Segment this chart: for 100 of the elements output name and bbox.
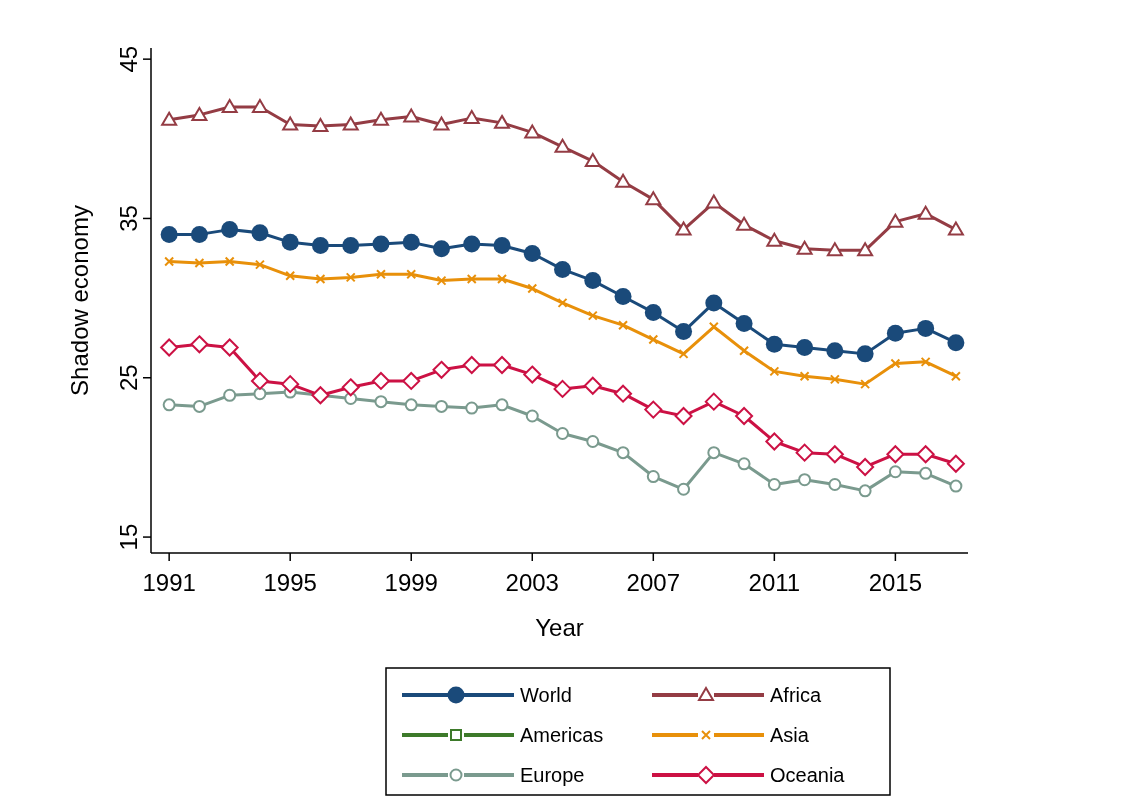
point (890, 358, 901, 369)
point (466, 273, 477, 284)
point (554, 260, 572, 278)
point (704, 392, 723, 411)
point (251, 224, 269, 242)
point (494, 114, 511, 129)
legend-label: Europe (520, 764, 585, 786)
point (707, 446, 721, 460)
point (402, 371, 421, 390)
point (342, 116, 359, 131)
point (675, 323, 693, 341)
point (917, 319, 935, 337)
point (737, 457, 751, 471)
point (678, 348, 689, 359)
point (433, 116, 450, 131)
point (527, 283, 538, 294)
point (708, 321, 719, 332)
point (584, 272, 602, 290)
point (190, 225, 208, 243)
point (315, 273, 326, 284)
point (497, 273, 508, 284)
point (524, 124, 541, 139)
point (917, 205, 934, 220)
point (463, 235, 481, 253)
point (888, 465, 902, 479)
point (644, 400, 663, 419)
point (646, 470, 660, 484)
point (616, 446, 630, 460)
point (858, 484, 872, 498)
point (644, 303, 662, 321)
point (191, 106, 208, 121)
point (375, 269, 386, 280)
legend-label: Oceania (770, 764, 846, 786)
point (406, 269, 417, 280)
x-axis-title: Year (535, 614, 584, 641)
x-tick-label: 2011 (748, 569, 801, 596)
point (587, 310, 598, 321)
point (614, 384, 633, 403)
point (161, 111, 178, 126)
point (735, 315, 753, 333)
x-tick-label: 1995 (263, 569, 317, 596)
point (432, 360, 451, 379)
point (160, 338, 179, 357)
point (705, 294, 723, 312)
point (886, 445, 905, 464)
point (553, 379, 572, 398)
point (285, 270, 296, 281)
y-tick-label: 15 (115, 523, 142, 551)
point (281, 375, 300, 394)
point (825, 445, 844, 464)
point (735, 407, 754, 425)
y-tick-label: 45 (115, 45, 142, 73)
point (253, 387, 267, 401)
point (919, 466, 933, 480)
point (282, 116, 299, 131)
point (462, 356, 481, 375)
point (556, 427, 570, 441)
point (798, 473, 812, 487)
x-tick-label: 2015 (868, 569, 923, 596)
point (372, 111, 389, 126)
point (796, 339, 814, 356)
point (736, 216, 753, 231)
point (947, 221, 964, 236)
point (164, 256, 175, 267)
point (221, 221, 239, 239)
point (342, 237, 360, 255)
point (886, 324, 904, 342)
x-tick-label: 2003 (505, 569, 559, 596)
point (856, 457, 875, 476)
point (799, 371, 810, 382)
point (829, 374, 840, 385)
point (402, 233, 420, 251)
point (436, 275, 447, 286)
point (523, 245, 541, 263)
point (192, 399, 206, 413)
point (826, 242, 843, 257)
point (372, 235, 390, 253)
point (434, 399, 448, 413)
point (856, 345, 874, 363)
point (796, 240, 813, 255)
point (828, 478, 842, 491)
point (224, 256, 235, 267)
point (493, 356, 512, 375)
legend-label: Africa (770, 684, 822, 706)
point (250, 371, 269, 390)
point (614, 288, 632, 306)
point (345, 272, 356, 283)
point (254, 259, 265, 270)
point (554, 138, 571, 153)
point (403, 108, 420, 123)
point (404, 398, 418, 412)
point (949, 479, 963, 493)
x-tick-label: 2007 (626, 569, 680, 596)
point (675, 221, 692, 236)
point (311, 237, 329, 255)
point (769, 366, 780, 377)
point (312, 118, 329, 133)
point (765, 432, 784, 451)
point (220, 338, 239, 357)
point (465, 401, 479, 415)
